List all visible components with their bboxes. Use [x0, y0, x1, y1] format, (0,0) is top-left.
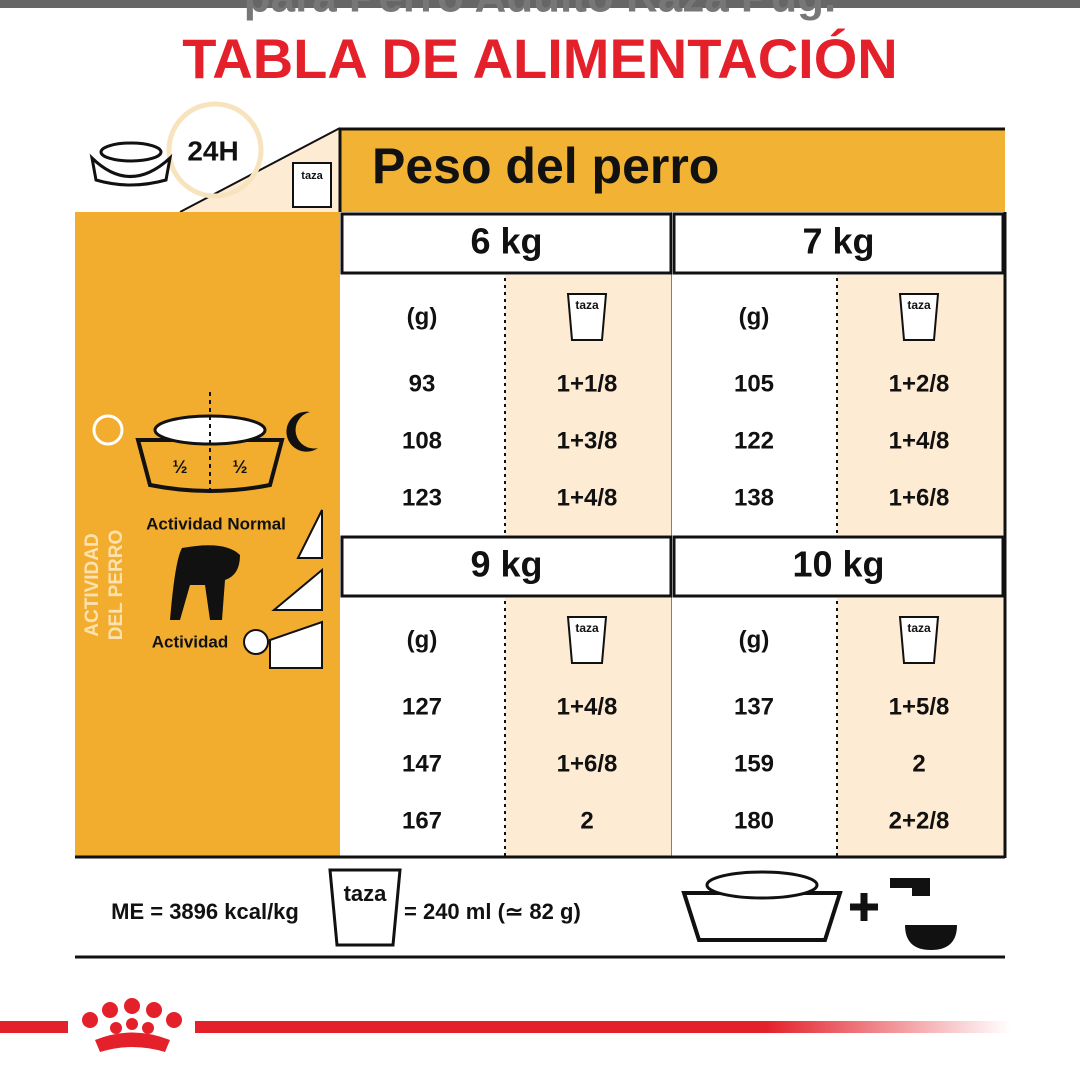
side-panel — [75, 212, 340, 857]
grams: 159 — [734, 750, 774, 777]
vertical-label: ACTIVIDAD — [82, 533, 103, 636]
cups: 1+4/8 — [889, 427, 950, 454]
grams: 123 — [402, 484, 442, 511]
weight-header: Peso del perro — [372, 138, 719, 194]
cups: 1+4/8 — [557, 693, 618, 720]
cup-icon — [898, 293, 940, 341]
grams: 180 — [734, 807, 774, 834]
moon-icon — [286, 411, 318, 452]
equivalence: = 240 ml (≃ 82 g) — [404, 899, 581, 924]
weight: 10 kg — [792, 544, 884, 585]
cups: 1+5/8 — [889, 693, 950, 720]
cups: 1+1/8 — [557, 370, 618, 397]
dog-icon — [170, 545, 240, 620]
title: TABLA DE ALIMENTACIÓN — [182, 27, 897, 90]
cups: 1+3/8 — [557, 427, 618, 454]
half-left: ½ — [172, 457, 187, 477]
brand-line — [0, 1021, 68, 1033]
cup-label: taza — [907, 298, 931, 312]
grams-label: (g) — [407, 626, 438, 653]
grams-label: (g) — [407, 303, 438, 330]
cup-label: taza — [907, 621, 931, 635]
kibble-icon — [705, 870, 819, 900]
bowl-icon — [681, 891, 843, 942]
grams: 147 — [402, 750, 442, 777]
grams: 93 — [409, 370, 436, 397]
activity-plus: Actividad — [152, 632, 229, 651]
activity-step — [271, 567, 323, 611]
activity-step — [269, 620, 323, 669]
grams: 138 — [734, 484, 774, 511]
footer-cup: taza — [344, 881, 388, 906]
cup-label: taza — [301, 170, 323, 182]
cups: 2+2/8 — [889, 807, 950, 834]
weight-header-bg — [340, 128, 1005, 212]
kibble-icon — [153, 414, 267, 446]
weight-cell — [672, 535, 1005, 598]
grams: 108 — [402, 427, 442, 454]
cups: 1+6/8 — [889, 484, 950, 511]
grams: 122 — [734, 427, 774, 454]
weight: 6 kg — [470, 221, 542, 262]
weight-blocks: 6 kg (g) taza 93 1+1/8 108 1+3/8 123 1+4/8 7 kg (g… — [340, 212, 1007, 858]
water-icon — [905, 925, 957, 950]
plus-icon — [243, 629, 269, 655]
weight-cell — [340, 212, 673, 275]
hours-label: 24H — [187, 135, 238, 166]
grams: 105 — [734, 370, 774, 397]
cup-icon — [566, 616, 608, 664]
weight: 9 kg — [470, 544, 542, 585]
bowl-icon — [89, 153, 173, 187]
cut-text: para Perro Adulto Raza Pug. — [244, 0, 836, 22]
cups: 1+4/8 — [557, 484, 618, 511]
activity-step — [296, 509, 323, 559]
tap-icon — [890, 878, 930, 896]
cup-icon — [566, 293, 608, 341]
weight-cell — [672, 212, 1005, 275]
brand-crown — [95, 1032, 170, 1052]
grams: 127 — [402, 693, 442, 720]
cup-icon — [328, 868, 402, 947]
energy: ME = 3896 kcal/kg — [111, 899, 299, 924]
grams-label: (g) — [739, 626, 770, 653]
plus-icon — [850, 893, 878, 921]
cup-label: taza — [575, 298, 599, 312]
weight: 7 kg — [802, 221, 874, 262]
grams: 137 — [734, 693, 774, 720]
half-right: ½ — [232, 457, 247, 477]
grams-label: (g) — [739, 303, 770, 330]
cups: 1+2/8 — [889, 370, 950, 397]
cup-icon — [292, 162, 332, 208]
kibble-icon — [99, 141, 163, 163]
cups: 2 — [580, 807, 593, 834]
cups: 2 — [912, 750, 925, 777]
cup-label: taza — [575, 621, 599, 635]
top-bar — [0, 0, 1080, 8]
weight-cell — [340, 535, 673, 598]
clock-icon — [166, 101, 264, 199]
brand-dots — [82, 998, 182, 1034]
corner-diagonal — [179, 127, 341, 213]
brand-line — [195, 1021, 1010, 1033]
cups: 1+6/8 — [557, 750, 618, 777]
vertical-label: DEL PERRO — [106, 530, 127, 641]
activity-normal: Actividad Normal — [146, 514, 286, 533]
grams: 167 — [402, 807, 442, 834]
sun-icon — [92, 414, 124, 446]
cup-icon — [898, 616, 940, 664]
